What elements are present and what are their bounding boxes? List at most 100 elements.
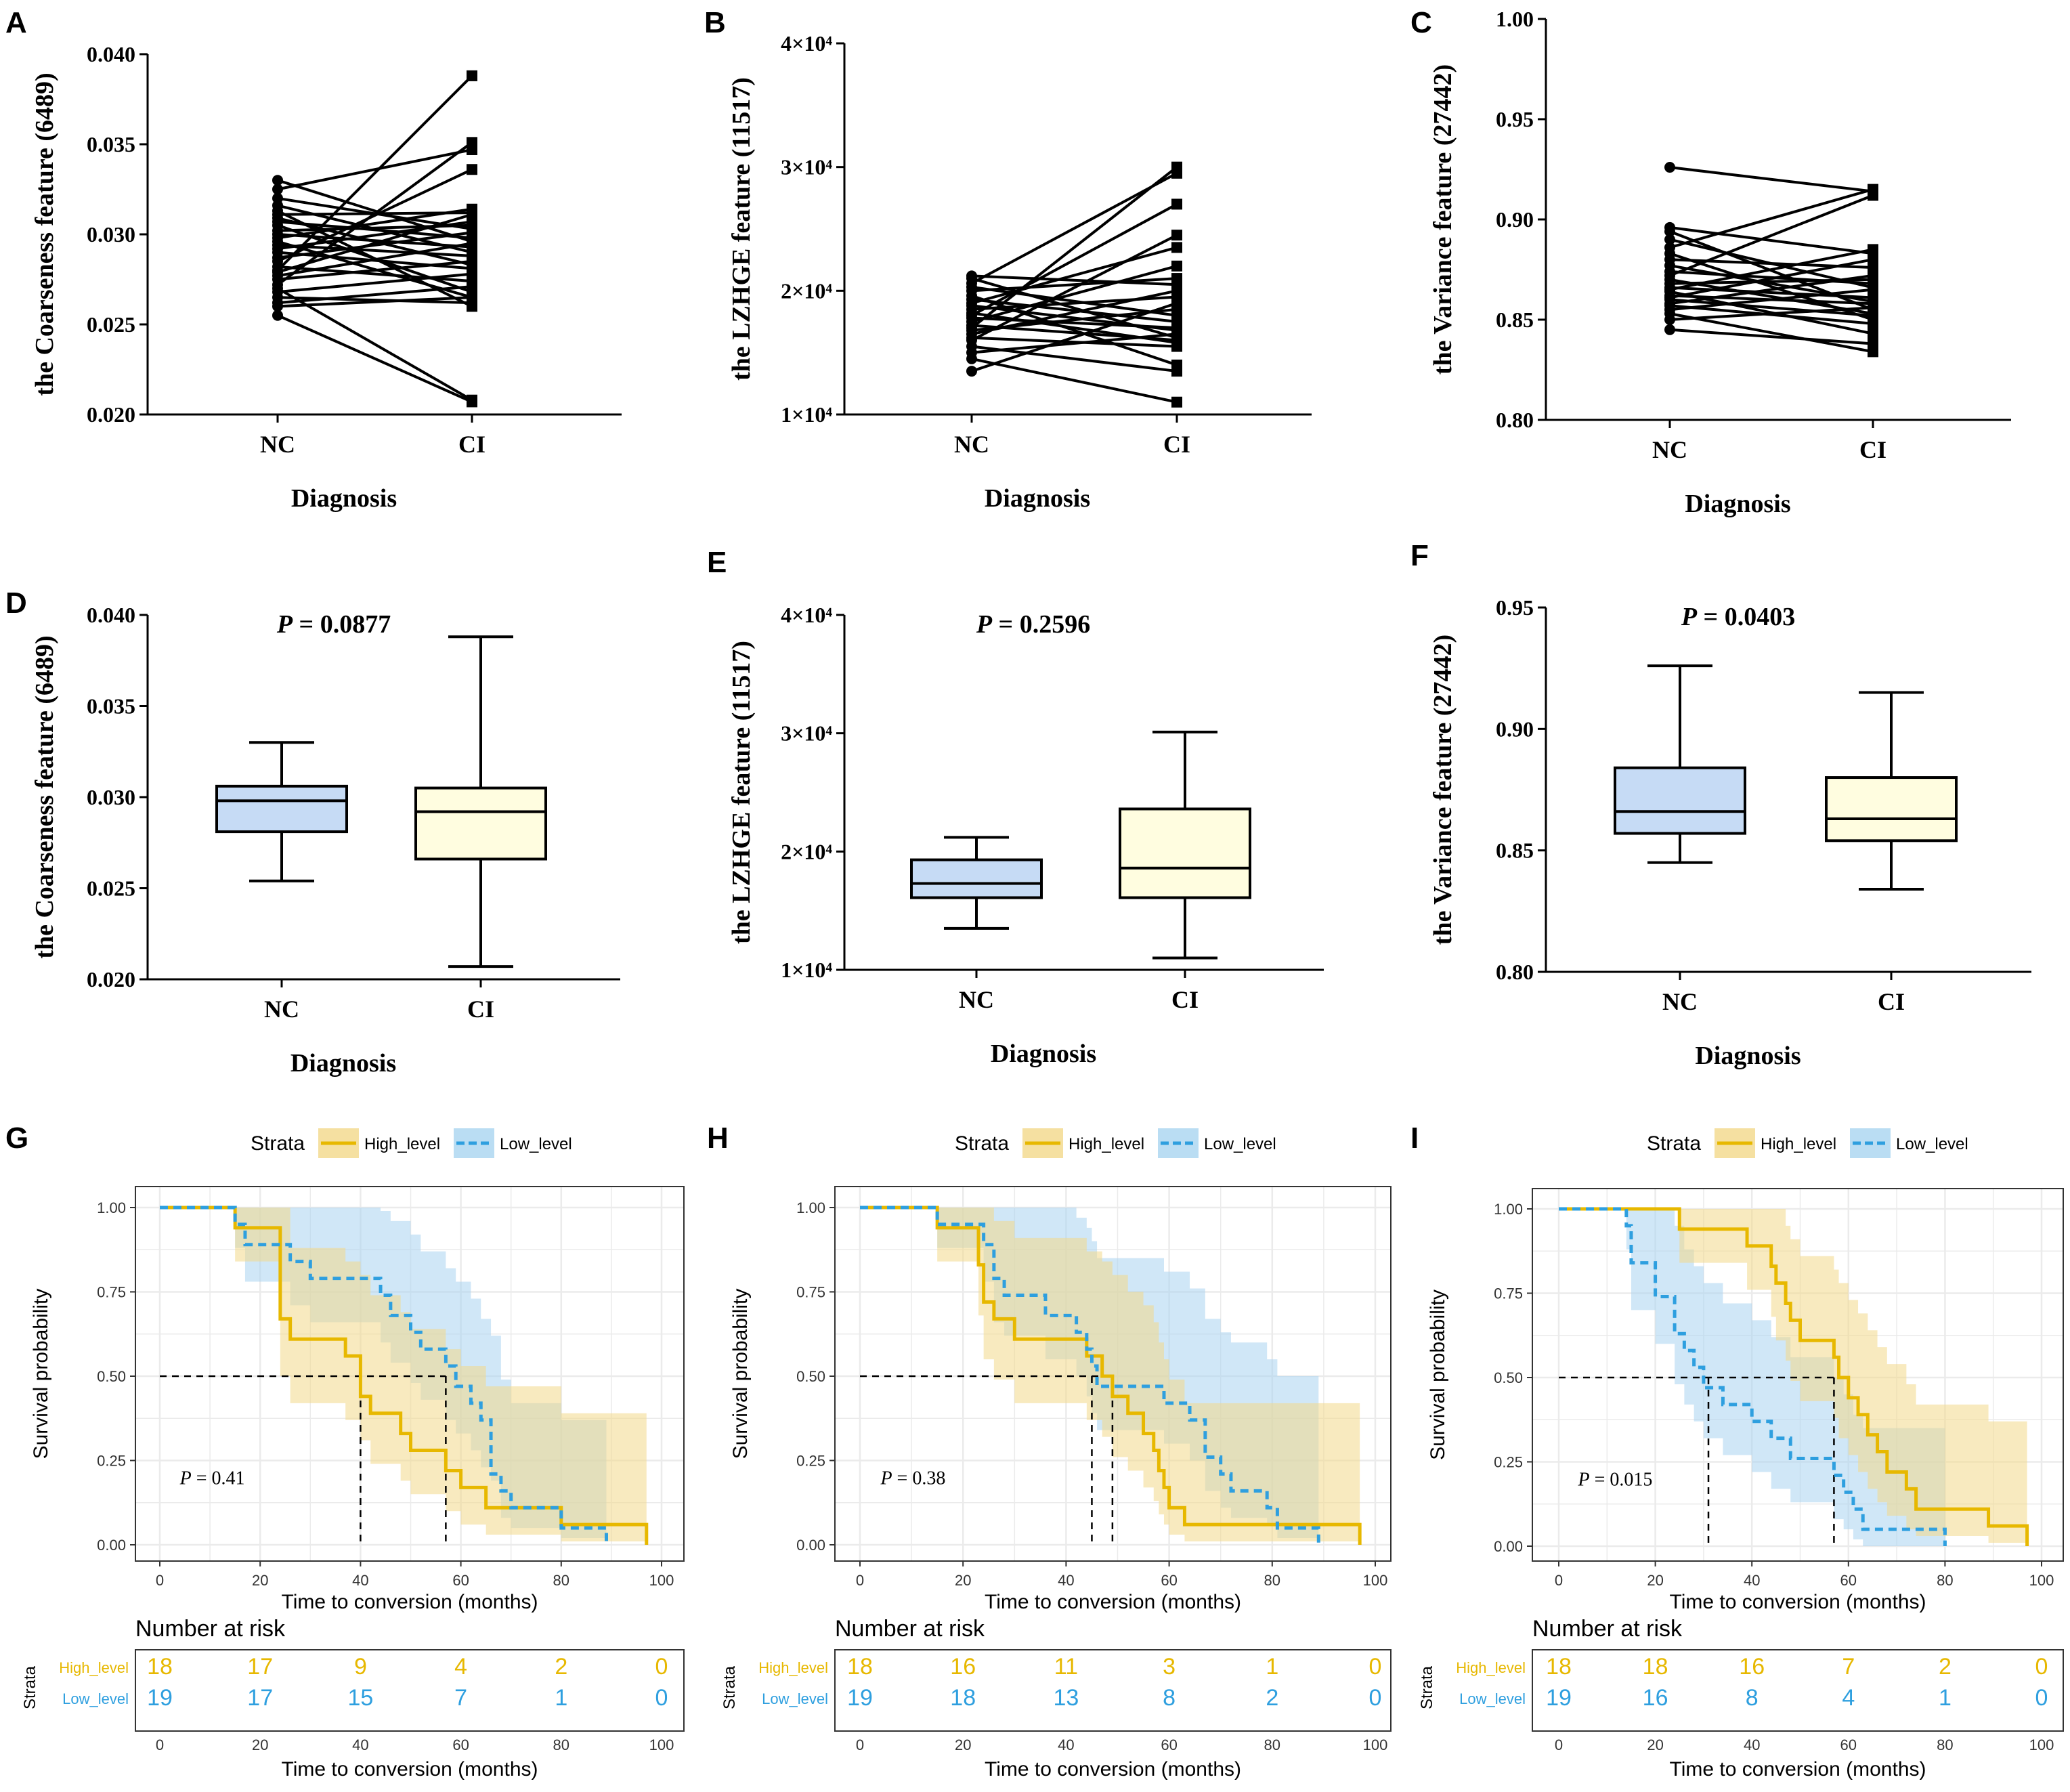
- x-tick-label: 100: [1363, 1572, 1388, 1589]
- p-symbol: P: [880, 1468, 892, 1489]
- x-tick-label: 60: [452, 1572, 469, 1589]
- subject-line: [971, 234, 1178, 342]
- risk-x-tick-label: 20: [955, 1736, 971, 1753]
- subject-line: [277, 204, 473, 254]
- x-axis-title: Diagnosis: [1695, 1042, 1801, 1070]
- low-level-survival-curve: [860, 1206, 1320, 1545]
- panel-label-d: D: [5, 586, 27, 620]
- risk-table-ylabel: Strata: [720, 1665, 739, 1709]
- x-tick-label: NC: [1662, 988, 1698, 1015]
- risk-count: 9: [354, 1654, 367, 1680]
- risk-table-title: Number at risk: [1532, 1616, 1683, 1642]
- risk-table-frame: [834, 1649, 1392, 1732]
- y-axis-title: the Variance feature (27442): [1429, 635, 1457, 945]
- subject-line: [1669, 270, 1874, 285]
- iqr-box: [414, 786, 547, 861]
- x-tick-label: CI: [467, 996, 494, 1023]
- risk-count: 2: [1266, 1685, 1278, 1711]
- ci-point: [1171, 167, 1182, 179]
- x-tick-label: CI: [1163, 431, 1190, 458]
- risk-row-high-label: High_level: [758, 1659, 828, 1676]
- ci-point: [467, 259, 477, 271]
- ci-point: [1171, 279, 1182, 291]
- risk-row-low-label: Low_level: [1459, 1690, 1526, 1707]
- subject-line: [971, 274, 1178, 286]
- risk-count: 0: [655, 1654, 668, 1680]
- nc-point: [1664, 234, 1675, 245]
- p-symbol: P: [1578, 1469, 1590, 1490]
- panel-label-i: I: [1410, 1122, 1419, 1155]
- p-value-label: P = 0.2596: [976, 610, 1090, 639]
- y-tick-label: 0.75: [796, 1284, 825, 1301]
- plot-frame: [834, 1186, 1392, 1562]
- y-tick-label: 1.00: [1494, 1201, 1523, 1218]
- risk-table-ylabel: Strata: [1418, 1665, 1436, 1709]
- ci-point: [467, 276, 477, 287]
- ci-point: [1171, 242, 1182, 253]
- y-tick-label: 0.025: [87, 876, 135, 901]
- nc-point: [272, 192, 283, 204]
- x-tick-label: 60: [1840, 1572, 1857, 1589]
- x-tick-label: CI: [1171, 986, 1199, 1013]
- y-tick-label: 0.025: [87, 312, 135, 337]
- risk-table-ylabel: Strata: [21, 1665, 39, 1709]
- risk-count: 18: [847, 1654, 873, 1680]
- risk-count: 1: [1939, 1685, 1952, 1711]
- subject-line: [971, 304, 1178, 332]
- ci-point: [467, 144, 477, 155]
- iqr-box: [910, 858, 1043, 899]
- y-tick-label: 3×10⁴: [781, 721, 832, 746]
- risk-x-tick-label: 100: [649, 1736, 674, 1753]
- risk-count: 4: [1842, 1685, 1855, 1711]
- ci-point: [467, 207, 477, 219]
- y-tick-label: 0.020: [87, 967, 135, 991]
- y-tick-label: 0.80: [1496, 408, 1534, 432]
- risk-count: 16: [1643, 1685, 1668, 1711]
- y-tick-label: 0.030: [87, 222, 135, 247]
- nc-point: [272, 175, 283, 186]
- legend-title: Strata: [955, 1132, 1009, 1155]
- risk-table-title: Number at risk: [135, 1616, 286, 1642]
- legend-low-label: Low_level: [500, 1135, 572, 1153]
- y-tick-label: 0.020: [87, 402, 135, 427]
- ci-point: [1868, 282, 1878, 293]
- x-tick-label: 80: [1264, 1572, 1280, 1589]
- p-equals: =: [892, 1468, 913, 1489]
- iqr-box: [215, 784, 348, 834]
- x-tick-label: 40: [1744, 1572, 1760, 1589]
- nc-point: [272, 310, 283, 321]
- box-chart-e: 1×10⁴ 2×10⁴ 3×10⁴ 4×10⁴ NC CI Diagnosis the LZH…: [727, 603, 1324, 1068]
- y-axis-title: the LZHGE feature (11517): [727, 641, 756, 944]
- risk-count: 19: [1546, 1685, 1572, 1711]
- y-axis-title: the Variance feature (27442): [1429, 64, 1457, 375]
- y-axis-title: the Coarseness feature (6489): [30, 635, 59, 958]
- risk-count: 18: [1643, 1654, 1668, 1680]
- legend-title: Strata: [251, 1132, 305, 1155]
- p-value-label: P = 0.0877: [276, 610, 391, 639]
- risk-x-tick-label: 20: [1647, 1736, 1663, 1753]
- risk-count: 0: [655, 1685, 668, 1711]
- risk-count: 1: [1266, 1654, 1278, 1680]
- panel-label-h: H: [707, 1122, 729, 1155]
- p-equals: =: [1590, 1469, 1610, 1490]
- x-tick-label: NC: [264, 996, 299, 1023]
- subject-line: [1669, 230, 1874, 312]
- subject-line: [971, 264, 1178, 323]
- panel-label-f: F: [1410, 539, 1429, 572]
- risk-x-tick-label: 20: [252, 1736, 268, 1753]
- ci-point: [467, 164, 477, 175]
- risk-x-axis-title: Time to conversion (months): [985, 1758, 1241, 1780]
- risk-count: 8: [1163, 1685, 1176, 1711]
- p-value-label: P = 0.41: [179, 1468, 245, 1489]
- subject-line: [276, 74, 473, 272]
- subject-line: [971, 294, 1178, 366]
- p-symbol: P: [276, 610, 293, 639]
- risk-count: 18: [1546, 1654, 1572, 1680]
- plot-frame: [1532, 1188, 2064, 1562]
- subject-line: [971, 202, 1178, 317]
- y-tick-label: 2×10⁴: [781, 839, 832, 863]
- x-tick-label: NC: [260, 431, 295, 458]
- x-tick-label: 100: [649, 1572, 674, 1589]
- risk-x-tick-label: 40: [1058, 1736, 1074, 1753]
